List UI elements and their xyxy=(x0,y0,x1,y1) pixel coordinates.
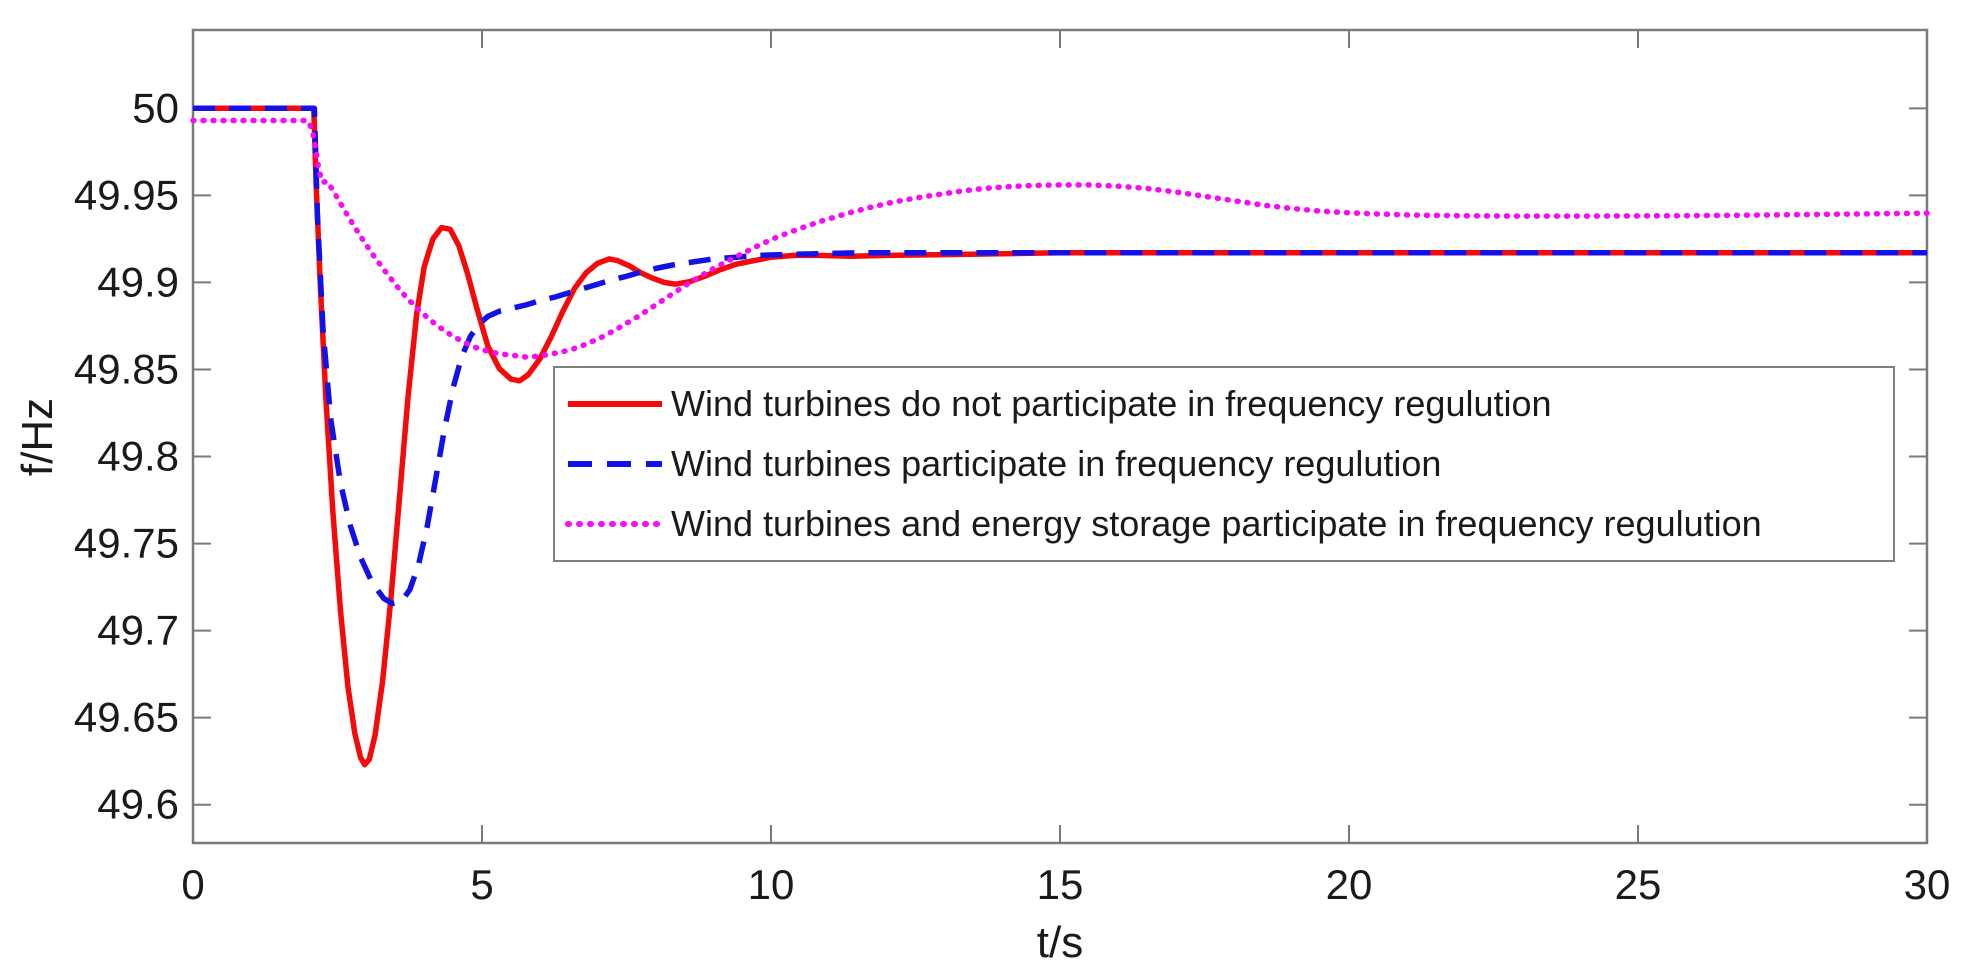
legend-swatch-dotted-magenta xyxy=(565,521,665,527)
y-axis-label: f/Hz xyxy=(13,397,62,477)
y-tick-label: 49.85 xyxy=(74,345,179,392)
x-tick-label: 5 xyxy=(470,861,493,908)
legend-item-wind-storage-participation: Wind turbines and energy storage partici… xyxy=(565,503,1887,545)
x-tick-label: 30 xyxy=(1904,861,1951,908)
legend-item-no-participation: Wind turbines do not participate in freq… xyxy=(565,383,1887,425)
x-tick-label: 25 xyxy=(1615,861,1662,908)
y-tick-label: 50 xyxy=(132,84,179,131)
legend-label: Wind turbines and energy storage partici… xyxy=(671,503,1762,544)
x-tick-label: 0 xyxy=(181,861,204,908)
y-tick-label: 49.9 xyxy=(97,258,179,305)
legend-label: Wind turbines do not participate in freq… xyxy=(671,383,1552,424)
legend-swatch-dashed-blue xyxy=(568,461,662,467)
series-line-no-participation xyxy=(193,105,1927,768)
y-tick-label: 49.8 xyxy=(97,433,179,480)
series-line-wind-participation xyxy=(193,105,1927,607)
x-tick-label: 20 xyxy=(1326,861,1373,908)
y-tick-label: 49.65 xyxy=(74,694,179,741)
legend-swatch-solid-red xyxy=(568,401,662,407)
legend-box: Wind turbines do not participate in freq… xyxy=(553,366,1895,562)
x-tick-label: 15 xyxy=(1037,861,1084,908)
y-tick-label: 49.75 xyxy=(74,520,179,567)
y-tick-label: 49.7 xyxy=(97,607,179,654)
legend-item-wind-participation: Wind turbines participate in frequency r… xyxy=(565,443,1887,485)
x-axis-label: t/s xyxy=(1036,918,1084,967)
y-tick-label: 49.6 xyxy=(97,781,179,828)
legend-label: Wind turbines participate in frequency r… xyxy=(671,443,1442,484)
series-line-wind-storage xyxy=(190,117,1930,361)
y-tick-label: 49.95 xyxy=(74,171,179,218)
x-tick-label: 10 xyxy=(748,861,795,908)
